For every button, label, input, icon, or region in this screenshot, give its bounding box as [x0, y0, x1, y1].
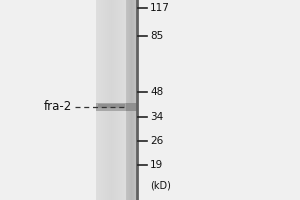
Bar	[96, 0, 97, 200]
Text: 34: 34	[150, 112, 163, 122]
Text: fra-2: fra-2	[44, 100, 72, 114]
Bar	[105, 0, 106, 200]
Bar	[132, 0, 133, 200]
Bar	[96, 0, 126, 200]
Bar	[108, 0, 109, 200]
Bar	[128, 0, 129, 200]
Bar	[122, 0, 123, 200]
Bar	[135, 0, 136, 200]
Text: 26: 26	[150, 136, 163, 146]
Bar	[115, 0, 116, 200]
Bar	[99, 0, 100, 200]
Bar	[123, 0, 124, 200]
Bar	[110, 0, 111, 200]
Text: 117: 117	[150, 3, 170, 13]
Text: 85: 85	[150, 31, 163, 41]
Text: 48: 48	[150, 87, 163, 97]
Bar	[100, 0, 101, 200]
Bar	[101, 0, 102, 200]
Bar	[130, 0, 131, 200]
Bar	[121, 0, 122, 200]
Bar	[126, 0, 136, 200]
Bar	[117, 0, 118, 200]
Bar	[104, 0, 105, 200]
Bar	[124, 0, 125, 200]
Bar	[98, 104, 124, 108]
Bar	[116, 0, 117, 200]
Bar	[102, 0, 103, 200]
Bar	[112, 0, 113, 200]
Bar	[125, 0, 126, 200]
Bar	[133, 0, 134, 200]
Bar	[118, 0, 119, 200]
Bar	[114, 0, 115, 200]
Bar	[109, 0, 110, 200]
Bar	[134, 0, 135, 200]
Bar	[103, 0, 104, 200]
Bar	[129, 0, 130, 200]
Bar	[127, 0, 128, 200]
Bar	[119, 0, 120, 200]
Bar	[106, 0, 107, 200]
Bar	[111, 0, 112, 200]
Bar	[96, 103, 126, 111]
Text: (kD): (kD)	[150, 180, 171, 190]
Bar	[98, 0, 99, 200]
Text: 19: 19	[150, 160, 163, 170]
Bar	[131, 0, 132, 200]
Bar	[97, 0, 98, 200]
Bar	[107, 0, 108, 200]
Bar	[126, 103, 136, 111]
Bar	[126, 0, 127, 200]
Bar	[113, 0, 114, 200]
Bar	[120, 0, 121, 200]
